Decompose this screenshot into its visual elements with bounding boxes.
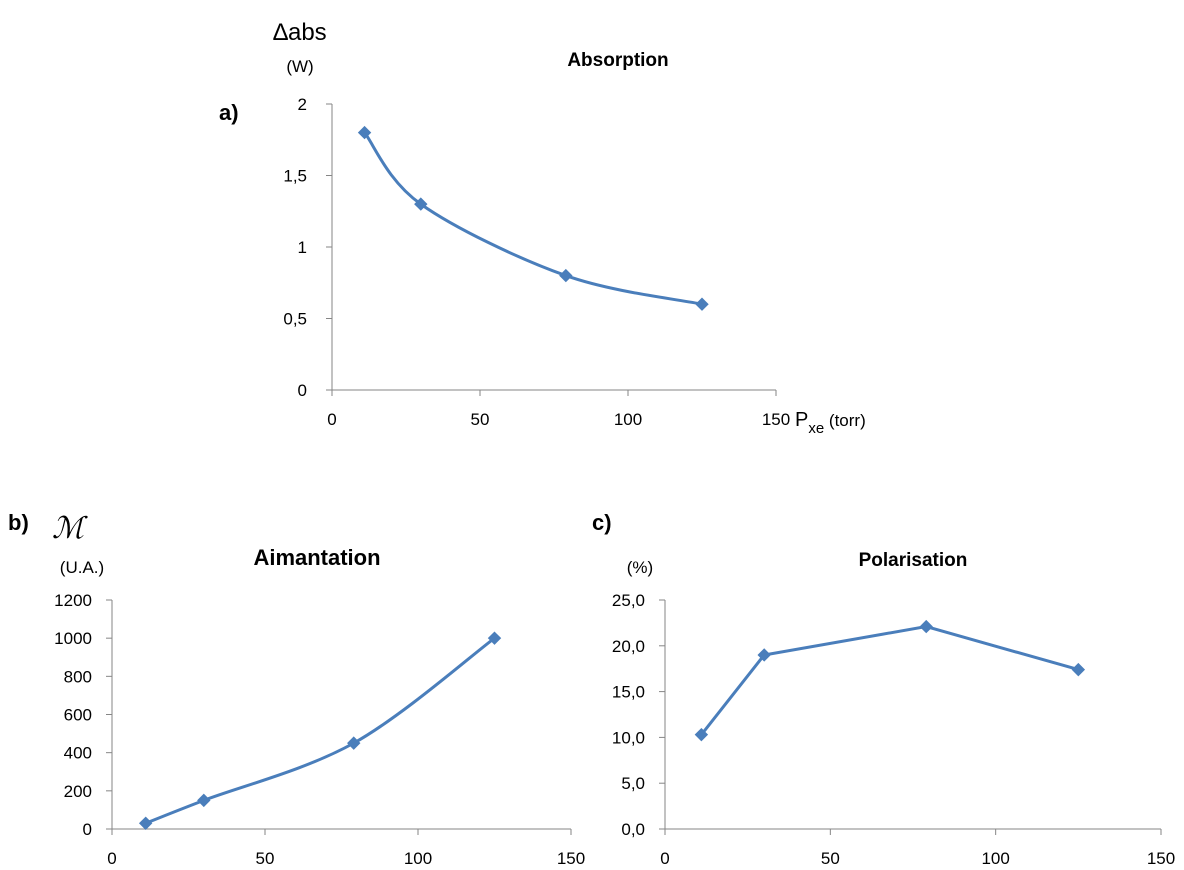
data-point-marker: [559, 268, 573, 283]
y-axis-label-delta-abs: ∆abs: [273, 19, 326, 46]
x-axis-label-pressure: Pxe (torr): [795, 409, 866, 437]
y-tick-label: 1000: [54, 629, 92, 648]
data-point-marker: [757, 648, 771, 662]
data-point-marker: [138, 816, 153, 830]
panel-label-b: b): [8, 510, 29, 535]
x-tick-label: 150: [1147, 849, 1175, 868]
plot-area-absorption: 0 50 100 150 0 0,5 1 1,5 2: [283, 95, 790, 429]
chart-absorption: a) Absorption ∆abs (W) Pxe (torr) 0 50 100…: [219, 19, 866, 437]
series-line: [363, 131, 703, 306]
x-tick-label: 100: [404, 849, 432, 868]
x-axis-label-unit: (torr): [824, 411, 866, 430]
data-point-marker: [694, 727, 709, 742]
data-point-marker: [347, 736, 361, 750]
x-tick-label: 150: [762, 410, 790, 429]
chart-aimantation: b) ℳ Aimantation (U.A.) 0 50 100 150 0 200 400…: [8, 510, 585, 868]
chart-title-polarisation: Polarisation: [859, 550, 968, 571]
y-tick-label: 800: [64, 667, 92, 686]
x-tick-label: 150: [557, 849, 585, 868]
x-tick-label: 50: [821, 849, 840, 868]
y-tick-label: 15,0: [612, 683, 645, 702]
data-point-marker: [357, 125, 372, 140]
data-point-marker: [414, 197, 428, 211]
y-tick-label: 0,0: [621, 820, 645, 839]
y-tick-label: 1200: [54, 591, 92, 610]
x-tick-label: 100: [614, 410, 642, 429]
y-tick-label: 1: [298, 238, 307, 257]
panel-label-c: c): [592, 510, 612, 535]
x-tick-label: 0: [660, 849, 669, 868]
x-tick-label: 0: [327, 410, 336, 429]
chart-polarisation: c) Polarisation (%) 0 50 100 150 0,0 5,0 10,0 1…: [592, 510, 1175, 868]
series-line: [145, 636, 496, 825]
y-tick-label: 600: [64, 706, 92, 725]
y-axis-unit-ua: (U.A.): [60, 558, 104, 577]
data-point-marker: [695, 297, 709, 311]
series-line: [700, 625, 1079, 736]
x-axis-label-subscript: xe: [808, 420, 824, 437]
x-axis-label-p: P: [795, 409, 808, 431]
x-tick-label: 100: [981, 849, 1009, 868]
data-point-marker: [487, 631, 502, 645]
y-tick-label: 20,0: [612, 637, 645, 656]
y-axis-unit-watts: (W): [286, 57, 313, 76]
panel-label-a: a): [219, 100, 239, 125]
x-tick-label: 50: [256, 849, 275, 868]
y-tick-label: 0: [298, 381, 307, 400]
data-point-marker: [1071, 662, 1086, 677]
y-tick-label: 25,0: [612, 591, 645, 610]
y-axis-unit-percent: (%): [627, 558, 653, 577]
x-tick-label: 0: [107, 849, 116, 868]
y-tick-label: 400: [64, 744, 92, 763]
data-point-marker: [197, 793, 211, 808]
chart-title-aimantation: Aimantation: [253, 545, 380, 570]
y-tick-label: 1,5: [283, 167, 307, 186]
y-axis-label-magnetization: ℳ: [52, 511, 88, 546]
y-tick-label: 200: [64, 782, 92, 801]
plot-area-aimantation: 0 50 100 150 0 200 400 600 800 1000 1200: [54, 591, 585, 868]
y-tick-label: 2: [298, 95, 307, 114]
y-tick-label: 5,0: [621, 774, 645, 793]
data-point-marker: [919, 619, 933, 634]
chart-title-absorption: Absorption: [567, 50, 668, 71]
y-tick-label: 0,5: [283, 310, 307, 329]
x-tick-label: 50: [471, 410, 490, 429]
y-tick-label: 0: [83, 820, 92, 839]
plot-area-polarisation: 0 50 100 150 0,0 5,0 10,0 15,0 20,0 25,0: [612, 591, 1175, 868]
y-tick-label: 10,0: [612, 728, 645, 747]
